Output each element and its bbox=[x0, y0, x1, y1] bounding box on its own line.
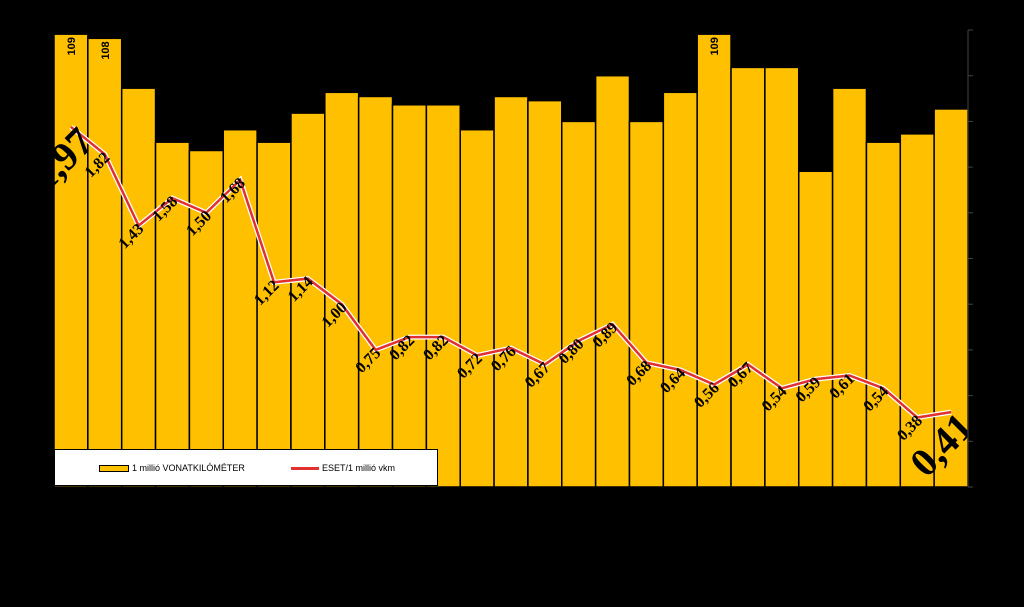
bar bbox=[459, 128, 495, 488]
bar bbox=[899, 133, 935, 488]
bar bbox=[730, 66, 766, 488]
bar bbox=[696, 33, 732, 488]
bar-value-label: 109 bbox=[66, 37, 78, 55]
bar bbox=[425, 104, 461, 488]
bar-label-group: 109 108 109 bbox=[66, 37, 721, 60]
bar bbox=[120, 87, 157, 488]
bar-series bbox=[53, 33, 969, 488]
bar bbox=[865, 141, 902, 488]
bar bbox=[764, 66, 800, 488]
bar bbox=[391, 104, 428, 488]
bar-value-label: 108 bbox=[100, 41, 112, 59]
bar bbox=[256, 141, 292, 488]
legend-item-line: ESET/1 millió vkm bbox=[291, 463, 395, 473]
legend-line-label: ESET/1 millió vkm bbox=[322, 463, 396, 473]
legend-bar-swatch bbox=[99, 464, 129, 472]
legend: 1 millió VONATKILÓMÉTER ESET/1 millió vk… bbox=[54, 449, 438, 486]
legend-bar-label: 1 millió VONATKILÓMÉTER bbox=[132, 463, 245, 473]
bar-value-label: 109 bbox=[709, 37, 721, 55]
bar bbox=[87, 37, 123, 488]
bar bbox=[154, 141, 191, 488]
bar bbox=[493, 95, 529, 488]
bar bbox=[290, 112, 326, 488]
bar bbox=[797, 170, 834, 488]
bar bbox=[357, 95, 394, 488]
bar bbox=[662, 91, 698, 488]
legend-item-bars: 1 millió VONATKILÓMÉTER bbox=[99, 463, 245, 473]
bar bbox=[527, 99, 563, 488]
bar bbox=[561, 120, 597, 488]
right-axis bbox=[967, 29, 973, 488]
bar bbox=[628, 120, 665, 488]
bar bbox=[831, 87, 868, 488]
bar bbox=[53, 33, 89, 488]
series-line bbox=[70, 125, 952, 419]
bar bbox=[594, 74, 631, 488]
line-series bbox=[69, 124, 952, 421]
bar bbox=[324, 91, 360, 488]
legend-line-swatch bbox=[291, 466, 319, 470]
